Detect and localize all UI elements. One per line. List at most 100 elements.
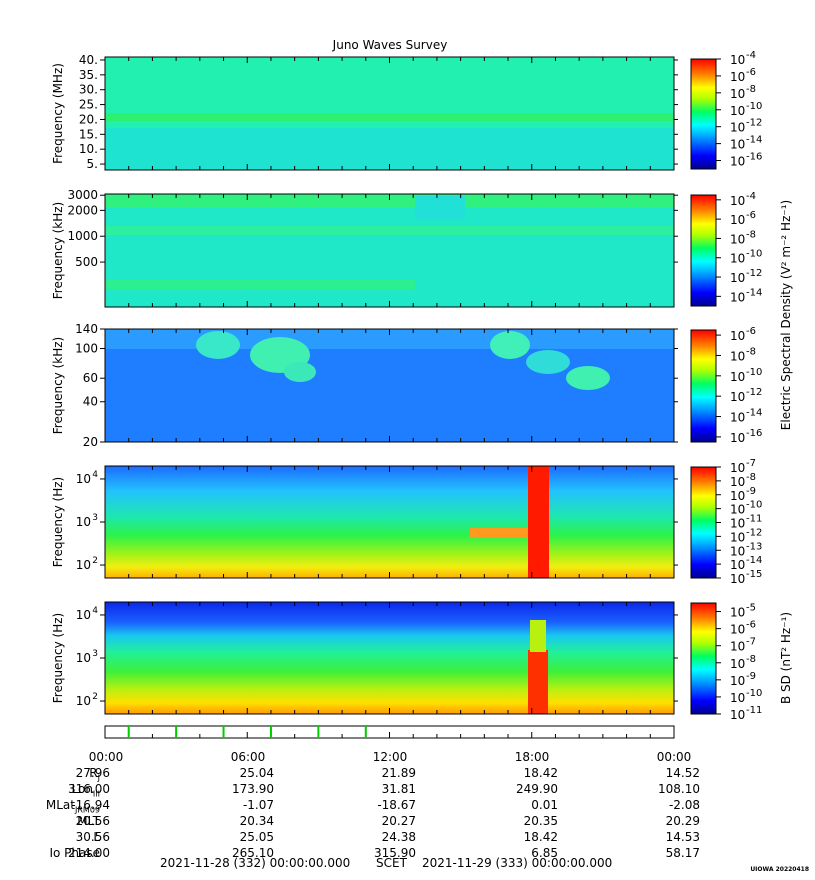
colorbar-tick-exponent: -14 [746,135,762,146]
y-tick-label: 20. [79,112,98,126]
colorbar-tick-label: 10 [730,138,745,152]
y-tick-label: 20 [83,435,98,449]
colorbar-lfr-high-scale [691,330,716,442]
colorbar-tick-label: 10 [730,155,745,169]
colorbar-tick-label: 10 [730,544,745,558]
ephemeris-value: 25.04 [239,766,274,780]
colorbar-tick-label: 10 [730,121,745,135]
ephemeris-value: 31.81 [381,782,416,796]
magnetic-burst-upper [530,620,546,652]
y-tick-label: 500 [75,255,98,269]
colorbar-tick-exponent: -10 [746,101,762,112]
colorbar-tick-label: 10 [730,290,745,304]
lfr-low-burst [528,466,549,578]
colorbar-tick-exponent: -7 [746,458,756,469]
scet-start: 2021-11-28 (332) 00:00:00.000 [160,856,351,870]
ephemeris-value: 58.17 [665,846,700,860]
panel-lfr-low [104,465,675,579]
colorbar-tick-exponent: -9 [746,486,756,497]
time-label: 06:00 [230,750,266,764]
colorbar-hfr-high-frame [690,58,717,170]
colorbar-magnetic-frame [690,602,717,715]
panel-hfr-high [104,56,675,171]
ephemeris-value: 14.53 [665,830,700,844]
ephemeris-value: 265.10 [232,846,274,860]
ephemeris-row: MLT 20.56 20.34 20.27 20.35 20.29 [0,814,815,830]
colorbar-tick-label: 10 [730,475,745,489]
ephemeris-value: -2.08 [668,798,700,812]
ephemeris-row: L 30.56 25.05 24.38 18.42 14.53 [0,830,815,846]
ephemeris-value: 316.00 [68,782,110,796]
colorbar-tick-exponent: -7 [746,637,756,648]
time-label: 00:00 [88,750,124,764]
colorbar-tick-label: 10 [730,194,745,208]
colorbar-tick-label: 10 [730,489,745,503]
lfr-emission-blob [566,366,610,390]
colorbar-tick-label: 10 [730,431,745,445]
y-tick-label: 10 [76,472,91,486]
colorbar-tick-exponent: -16 [746,152,762,163]
ephemeris-row: LonIII 316.00 173.90 31.81 249.90 108.10 [0,782,815,798]
ephemeris-value: 30.56 [75,830,110,844]
colorbar-tick-exponent: -10 [746,500,762,511]
ephemeris-value: 20.29 [665,814,700,828]
lfr-emission-blob [284,362,316,382]
y-tick-exponent: 3 [92,513,98,523]
ephemeris-value: 21.89 [381,766,416,780]
colorbar-tick-label: 10 [730,640,745,654]
colorbar-tick-exponent: -10 [746,249,762,260]
panel-hfr-high-lower-band [105,128,674,170]
ephemeris-value: 14.52 [665,766,700,780]
time-row: 00:00 06:00 12:00 18:00 00:00 [0,750,815,766]
colorbar-magnetic [690,602,717,715]
colorbar-tick-exponent: -16 [746,428,762,439]
credit-label: UIOWA 20220418 [750,866,809,873]
y-tick-label: 25. [79,98,98,112]
ephemeris-label: L [93,830,100,844]
ephemeris-row: RJ 27.96 25.04 21.89 18.42 14.52 [0,766,815,782]
panel-lfr-high [104,328,675,443]
lfr-emission-blob [526,350,570,374]
ephemeris-label: Io Phase [49,846,100,860]
ephemeris-label: MLatJRM09 [45,798,100,815]
colorbar-tick-label: 10 [730,503,745,517]
y-axis-label: Frequency (Hz) [51,477,65,568]
y-tick-label: 5. [87,157,98,171]
colorbar-tick-exponent: -4 [746,191,756,202]
colorbar-tick-label: 10 [730,623,745,637]
colorbar-tick-exponent: -6 [746,620,756,631]
colorbar-lfr-high [690,329,717,443]
y-tick-label: 1000 [67,229,98,243]
y-tick-label: 140 [75,322,98,336]
colorbar-tick-label: 10 [730,87,745,101]
colorbar-tick-exponent: -11 [746,705,762,716]
colorbar-tick-exponent: -6 [746,210,756,221]
colorbar-tick-label: 10 [730,213,745,227]
colorbar-tick-exponent: -9 [746,671,756,682]
colorbar-tick-label: 10 [730,232,745,246]
ephemeris-value: 173.90 [232,782,274,796]
colorbar-tick-label: 10 [730,252,745,266]
ephemeris-value: 108.10 [658,782,700,796]
y-axis-label: Frequency (MHz) [51,63,65,164]
y-tick-label: 3000 [67,188,98,202]
colorbar-tick-exponent: -12 [746,527,762,538]
colorbar-tick-exponent: -5 [746,603,756,614]
panel-hfr-low-lower-band [105,280,415,289]
y-tick-label: 100 [75,342,98,356]
colorbar-magnetic-scale [691,603,716,714]
y-tick-label: 60 [83,371,98,385]
scet-end: 2021-11-29 (333) 00:00:00.000 [422,856,613,870]
colorbar-tick-exponent: -8 [746,84,756,95]
y-tick-exponent: 2 [92,692,98,702]
figure-title: Juno Waves Survey [332,38,448,52]
y-tick-label: 35. [79,68,98,82]
lfr-emission-blob [490,331,530,359]
colorbar-tick-exponent: -10 [746,367,762,378]
time-label: 00:00 [656,750,692,764]
colorbar-tick-label: 10 [730,70,745,84]
colorbar-tick-exponent: -10 [746,688,762,699]
ephemeris-value: 18.42 [523,830,558,844]
colorbar-tick-label: 10 [730,657,745,671]
panel-magnetic-background [105,602,674,714]
